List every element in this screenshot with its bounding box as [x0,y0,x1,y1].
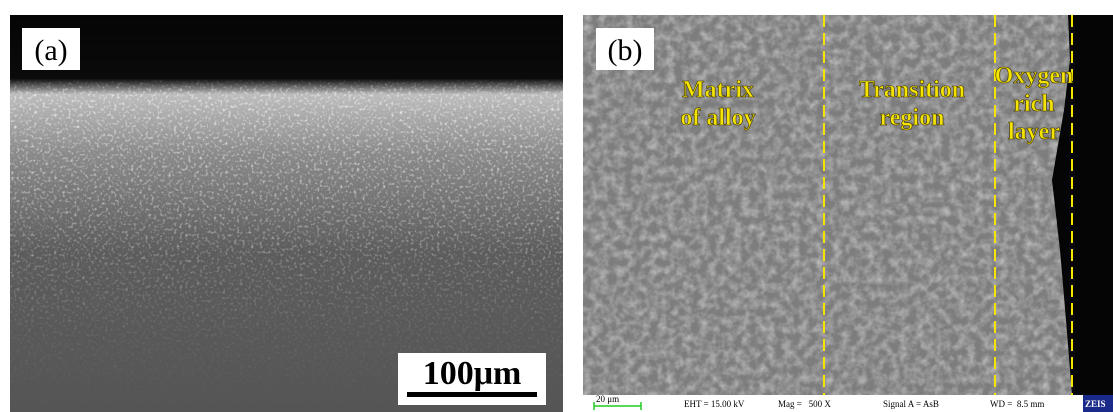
region-label: Matrix [682,77,754,103]
region-label: Oxygen [995,63,1074,89]
panel-label: (b) [608,34,643,67]
panel-label: (a) [34,34,67,67]
info-mag: Mag = 500 X [778,399,831,409]
particles [10,15,563,412]
scale-bar [407,392,537,397]
info-wd: WD = 8.5 mm [990,399,1044,409]
logo-box [1083,395,1113,412]
region-label: Transition [859,77,965,103]
microstructure [583,15,1113,395]
label-box [22,28,80,70]
region-label: of alloy [680,105,755,131]
info-signal: Signal A = AsB [883,399,939,409]
info-eht: EHT = 15.00 kV [684,399,745,409]
dark-edge [1052,15,1113,395]
panel-a: (a) 100μm [10,15,563,412]
info-scale: 20 μm [596,394,619,404]
region-label: region [880,105,945,131]
region-label: rich [1013,91,1054,117]
logo: ZEIS [1085,399,1106,409]
info-bar [583,395,1113,412]
region-label: layer [1008,119,1060,145]
label-box [596,28,654,70]
scale-label: 100μm [423,355,522,392]
